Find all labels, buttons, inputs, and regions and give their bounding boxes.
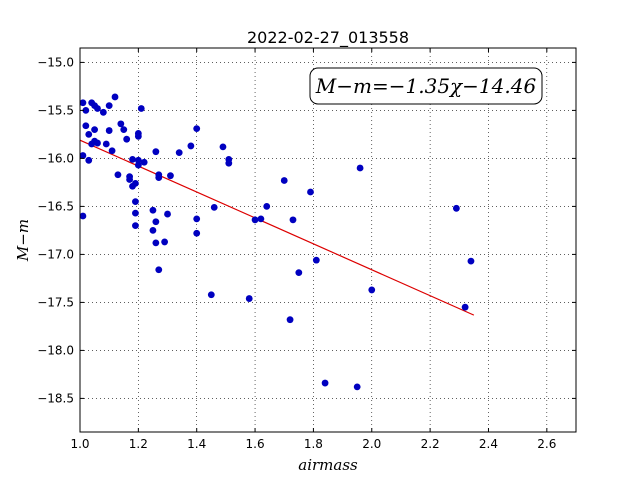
x-tick-label: 2.0 [362, 437, 381, 451]
data-point [134, 132, 142, 140]
grid-lines [79, 48, 576, 432]
data-point [219, 143, 227, 151]
data-point [251, 216, 259, 224]
data-point [193, 229, 201, 237]
data-point [134, 156, 142, 164]
annotation-frame [309, 67, 543, 105]
data-point [152, 218, 160, 226]
data-point [175, 149, 183, 157]
y-axis-label: M−m [14, 219, 32, 262]
data-point [120, 126, 128, 133]
data-point [132, 179, 139, 187]
data-point [280, 177, 288, 184]
data-point [245, 295, 253, 302]
x-tick-label: 2.6 [537, 437, 556, 451]
data-point [105, 127, 113, 134]
data-point [286, 316, 294, 324]
data-point [79, 99, 87, 107]
y-tick-label: −17.5 [37, 295, 74, 309]
data-point [353, 383, 361, 391]
data-point [149, 206, 157, 214]
chart-title: 2022-02-27_013558 [247, 28, 409, 48]
data-point [152, 148, 160, 156]
data-points [79, 93, 475, 391]
data-point [193, 215, 201, 223]
data-point [123, 135, 131, 143]
data-point [225, 159, 233, 167]
data-point [102, 140, 110, 148]
y-tick-label: −15.5 [37, 103, 74, 117]
data-point [91, 126, 98, 133]
y-tick-label: −16.0 [37, 151, 74, 165]
x-axis-label: airmass [298, 456, 358, 474]
data-point [94, 139, 101, 147]
data-point [207, 291, 215, 299]
data-point [132, 209, 139, 217]
data-point [117, 120, 125, 128]
data-point [137, 105, 145, 112]
data-point [79, 152, 87, 159]
data-point [149, 227, 157, 234]
x-tick-label: 1.4 [187, 437, 206, 451]
data-point [132, 198, 139, 206]
x-tick-label: 1.6 [246, 437, 265, 451]
plot-frame [79, 47, 577, 433]
data-point [79, 212, 87, 220]
data-point [257, 215, 265, 223]
data-point [94, 105, 101, 112]
data-point [368, 286, 376, 294]
data-point [82, 107, 90, 114]
data-point [132, 222, 139, 230]
data-point [263, 203, 271, 210]
data-point [85, 131, 93, 138]
data-point [312, 256, 320, 264]
y-tick-label: −17.0 [37, 247, 74, 261]
x-tick-label: 2.4 [479, 437, 498, 451]
x-tick-label: 1.8 [304, 437, 323, 451]
y-tick-label: −16.5 [37, 199, 74, 213]
data-point [295, 269, 303, 277]
fit-line [79, 139, 475, 316]
data-point [193, 125, 201, 133]
data-point [129, 155, 136, 163]
data-point [108, 147, 116, 155]
data-point [321, 379, 329, 387]
data-point [187, 142, 195, 150]
data-point [111, 93, 119, 101]
data-point [152, 239, 160, 247]
data-point [105, 102, 113, 109]
y-tick-label: −18.5 [37, 391, 74, 405]
x-tick-label: 2.2 [421, 437, 440, 451]
data-point [155, 266, 163, 274]
y-tick-label: −18.0 [37, 343, 74, 357]
data-point [99, 108, 107, 116]
data-point [467, 257, 475, 265]
data-point [134, 161, 142, 169]
data-point [289, 216, 297, 224]
axis-ticks: 1.0 1.2 1.4 1.6 1.8 2.0 2.2 2.4 2.6 −15.0 −15.5 −16… [37, 48, 576, 451]
fit-line-layer [79, 139, 475, 316]
data-point [461, 303, 469, 311]
data-point [161, 238, 169, 246]
data-point [82, 122, 90, 130]
x-tick-label: 1.0 [70, 437, 89, 451]
data-point [167, 172, 174, 180]
data-point [85, 156, 93, 164]
data-point [210, 203, 218, 211]
x-tick-label: 1.2 [129, 437, 148, 451]
data-point [114, 171, 122, 179]
data-point [164, 210, 171, 218]
y-tick-label: −15.0 [37, 55, 74, 69]
data-point [140, 158, 148, 166]
data-point [452, 204, 460, 212]
fit-equation-box: M−m=−1.35χ−14.46 [309, 67, 543, 105]
data-point [307, 188, 314, 196]
data-point [356, 164, 364, 172]
fit-equation: M−m=−1.35χ−14.46 [315, 74, 537, 98]
data-point [126, 176, 133, 183]
data-point [155, 174, 163, 182]
